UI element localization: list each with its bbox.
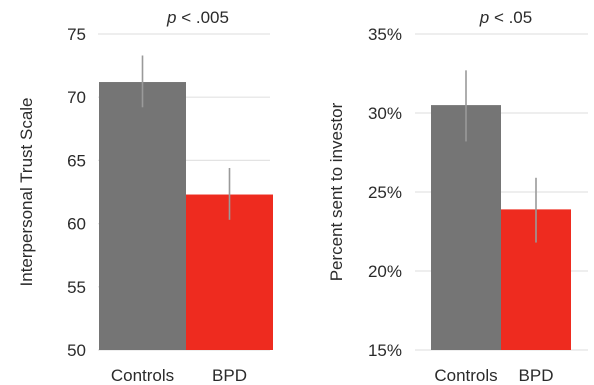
y-tick-label: 50 <box>67 341 86 360</box>
y-tick-label: 55 <box>67 278 86 297</box>
y-tick-label: 25% <box>368 183 402 202</box>
y-tick-label: 15% <box>368 341 402 360</box>
y-tick-label: 60 <box>67 215 86 234</box>
y-tick-label: 65 <box>67 151 86 170</box>
y-tick-label: 35% <box>368 25 402 44</box>
x-tick-label: Controls <box>111 366 174 385</box>
bar-controls <box>431 105 501 350</box>
chart-title: p < .05 <box>479 8 532 27</box>
title-p-value: < .05 <box>494 8 532 27</box>
y-axis-title: Interpersonal Trust Scale <box>17 98 36 287</box>
bar-bpd <box>186 194 273 350</box>
x-tick-label: BPD <box>519 366 554 385</box>
y-tick-label: 70 <box>67 88 86 107</box>
title-p-value: < .005 <box>181 8 229 27</box>
y-tick-label: 30% <box>368 104 402 123</box>
trust-scale-chart: 50 55 60 65 70 75 Controls BPD Interpersonal Tru… <box>17 8 273 385</box>
bar-controls <box>99 82 186 351</box>
chart-title: p < .005 <box>166 8 229 27</box>
title-p-symbol: p <box>166 8 181 27</box>
percent-sent-chart: 15% 20% 25% 30% 35% Controls BPD Percent sent t… <box>327 8 588 385</box>
y-tick-label: 75 <box>67 25 86 44</box>
x-tick-label: Controls <box>434 366 497 385</box>
title-p-symbol: p <box>479 8 494 27</box>
y-tick-label: 20% <box>368 262 402 281</box>
x-tick-label: BPD <box>212 366 247 385</box>
y-axis-title: Percent sent to investor <box>327 102 346 281</box>
